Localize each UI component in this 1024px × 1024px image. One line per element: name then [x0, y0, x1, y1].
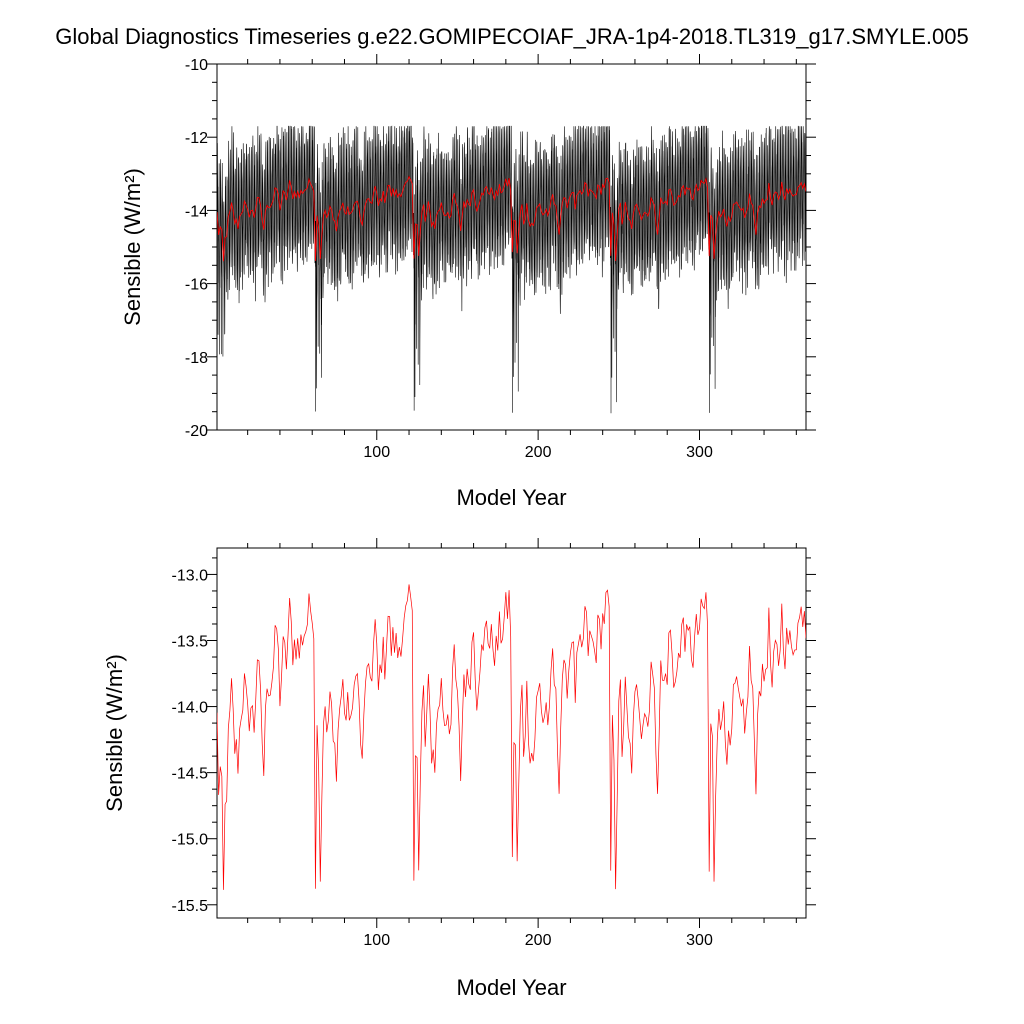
series-annual-line	[217, 584, 806, 890]
y-tick-label: -13.0	[172, 567, 209, 584]
x-axis-title: Model Year	[456, 485, 566, 510]
x-axis-title: Model Year	[456, 975, 566, 1000]
x-tick-label: 200	[525, 444, 552, 461]
plot-frame	[216, 547, 807, 919]
series-monthly-line	[217, 125, 806, 414]
x-tick-label: 300	[686, 444, 713, 461]
y-tick-label: -16	[185, 277, 208, 294]
page-title: Global Diagnostics Timeseries g.e22.GOMI…	[55, 24, 969, 49]
y-tick-label: -15.5	[172, 898, 209, 915]
y-tick-label: -13.5	[172, 634, 209, 651]
y-axis-title: Sensible (W/m²)	[102, 654, 127, 812]
y-tick-label: -10	[185, 57, 208, 74]
x-tick-label: 100	[363, 932, 390, 949]
y-tick-label: -14.5	[172, 766, 209, 783]
series-annual-line	[217, 175, 806, 262]
y-tick-label: -14	[185, 203, 208, 220]
y-tick-label: -12	[185, 130, 208, 147]
y-tick-label: -15.0	[172, 832, 209, 849]
y-axis-title: Sensible (W/m²)	[120, 168, 145, 326]
x-tick-label: 200	[525, 932, 552, 949]
x-tick-label: 300	[686, 932, 713, 949]
x-tick-label: 100	[363, 444, 390, 461]
y-tick-label: -14.0	[172, 700, 209, 717]
y-tick-label: -20	[185, 423, 208, 440]
y-tick-label: -18	[185, 350, 208, 367]
